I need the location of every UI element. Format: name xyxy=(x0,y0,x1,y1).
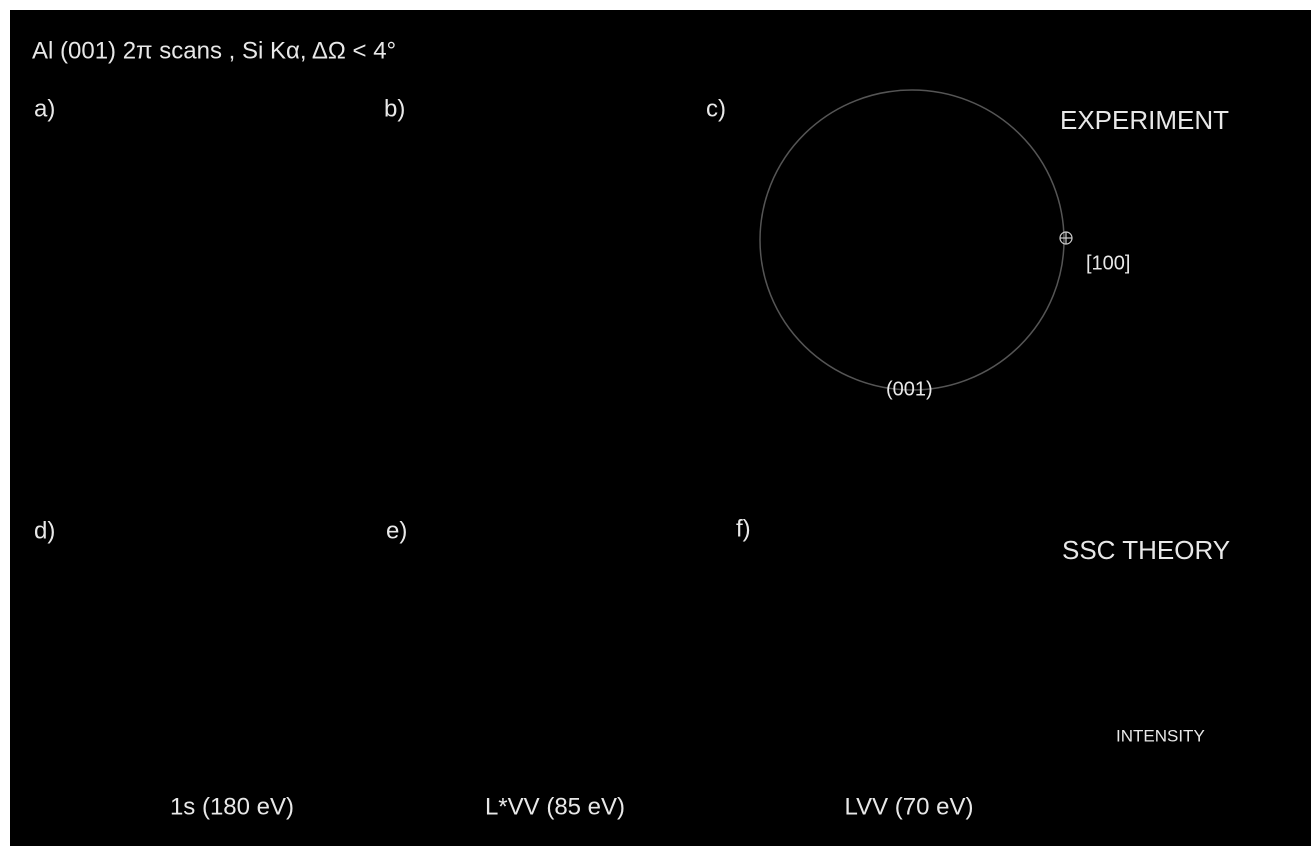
row-label: SSC THEORY xyxy=(1062,535,1230,565)
panel-label: d) xyxy=(34,517,55,544)
row-label: EXPERIMENT xyxy=(1060,105,1229,135)
panel-label: c) xyxy=(706,95,726,122)
figure-title: Al (001) 2π scans , Si Kα, ΔΩ < 4° xyxy=(32,37,396,64)
direction-label: (001) xyxy=(886,378,933,400)
direction-label: [100] xyxy=(1086,252,1130,274)
figure: Al (001) 2π scans , Si Kα, ΔΩ < 4° a) b)… xyxy=(0,0,1311,846)
column-label: 1s (180 eV) xyxy=(170,793,294,820)
column-label: LVV (70 eV) xyxy=(845,793,974,820)
figure-background xyxy=(10,10,1311,846)
panel-label: f) xyxy=(736,515,751,542)
panel-label: b) xyxy=(384,95,405,122)
column-label: L*VV (85 eV) xyxy=(485,793,625,820)
panel-label: e) xyxy=(386,517,407,544)
intensity-label: INTENSITY xyxy=(1116,726,1205,745)
panel-label: a) xyxy=(34,95,55,122)
